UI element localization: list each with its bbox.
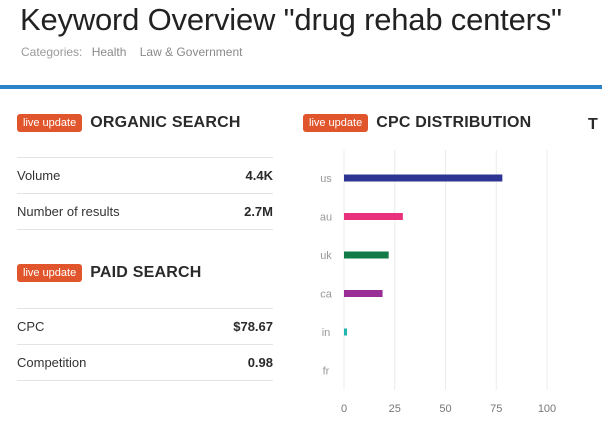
bar-ca[interactable] — [344, 290, 383, 297]
category-health-link[interactable]: Health — [91, 45, 127, 59]
metric-label: CPC — [17, 319, 45, 334]
live-update-badge[interactable]: live update — [17, 114, 83, 132]
category-label-ca: ca — [320, 289, 333, 301]
bar-us[interactable] — [344, 174, 503, 182]
top-accent-bar — [0, 85, 602, 89]
next-section-title-truncated: T — [588, 116, 598, 133]
x-tick-label: 25 — [389, 403, 401, 415]
metric-row-volume: Volume 4.4K — [17, 157, 273, 193]
metric-row-competition: Competition 0.98 — [17, 344, 273, 381]
bar-au[interactable] — [344, 213, 403, 220]
metric-value: $78.67 — [233, 319, 273, 334]
metric-value: 2.7M — [244, 204, 273, 219]
cpc-distribution-title: CPC DISTRIBUTION — [376, 114, 532, 131]
x-tick-label: 75 — [490, 403, 502, 415]
x-tick-label: 100 — [538, 403, 556, 415]
organic-search-title: ORGANIC SEARCH — [90, 114, 241, 131]
category-label-uk: uk — [320, 250, 332, 262]
cpc-distribution-chart: us au uk ca in fr 0 25 50 75 100 — [320, 150, 556, 415]
live-update-badge[interactable]: live update — [17, 264, 83, 282]
category-law-government-link[interactable]: Law & Government — [139, 45, 243, 59]
metric-label: Competition — [17, 355, 87, 370]
metric-row-number-of-results: Number of results 2.7M — [17, 193, 273, 230]
category-label-us: us — [320, 173, 332, 185]
metric-row-cpc: CPC $78.67 — [17, 308, 273, 344]
x-tick-label: 0 — [341, 403, 347, 415]
organic-metrics: Volume 4.4K Number of results 2.7M — [17, 157, 273, 230]
x-tick-label: 50 — [439, 403, 451, 415]
metric-value: 4.4K — [245, 168, 273, 183]
organic-search-header: live update ORGANIC SEARCH — [17, 114, 241, 132]
paid-search-header: live update PAID SEARCH — [17, 264, 201, 282]
metric-label: Number of results — [17, 204, 120, 219]
categories: Categories: Health Law & Government — [21, 45, 252, 59]
category-label-fr: fr — [323, 366, 330, 378]
metric-value: 0.98 — [247, 355, 273, 370]
metric-label: Volume — [17, 168, 61, 183]
categories-label: Categories: — [21, 45, 83, 59]
bar-in[interactable] — [344, 328, 347, 336]
live-update-badge[interactable]: live update — [303, 114, 369, 132]
bar-uk[interactable] — [344, 251, 389, 259]
cpc-distribution-header: live update CPC DISTRIBUTION — [303, 114, 531, 132]
page-title: Keyword Overview "drug rehab centers" — [20, 2, 562, 37]
category-label-au: au — [320, 212, 332, 224]
paid-search-title: PAID SEARCH — [90, 264, 202, 281]
category-label-in: in — [322, 327, 331, 339]
paid-metrics: CPC $78.67 Competition 0.98 — [17, 308, 273, 381]
